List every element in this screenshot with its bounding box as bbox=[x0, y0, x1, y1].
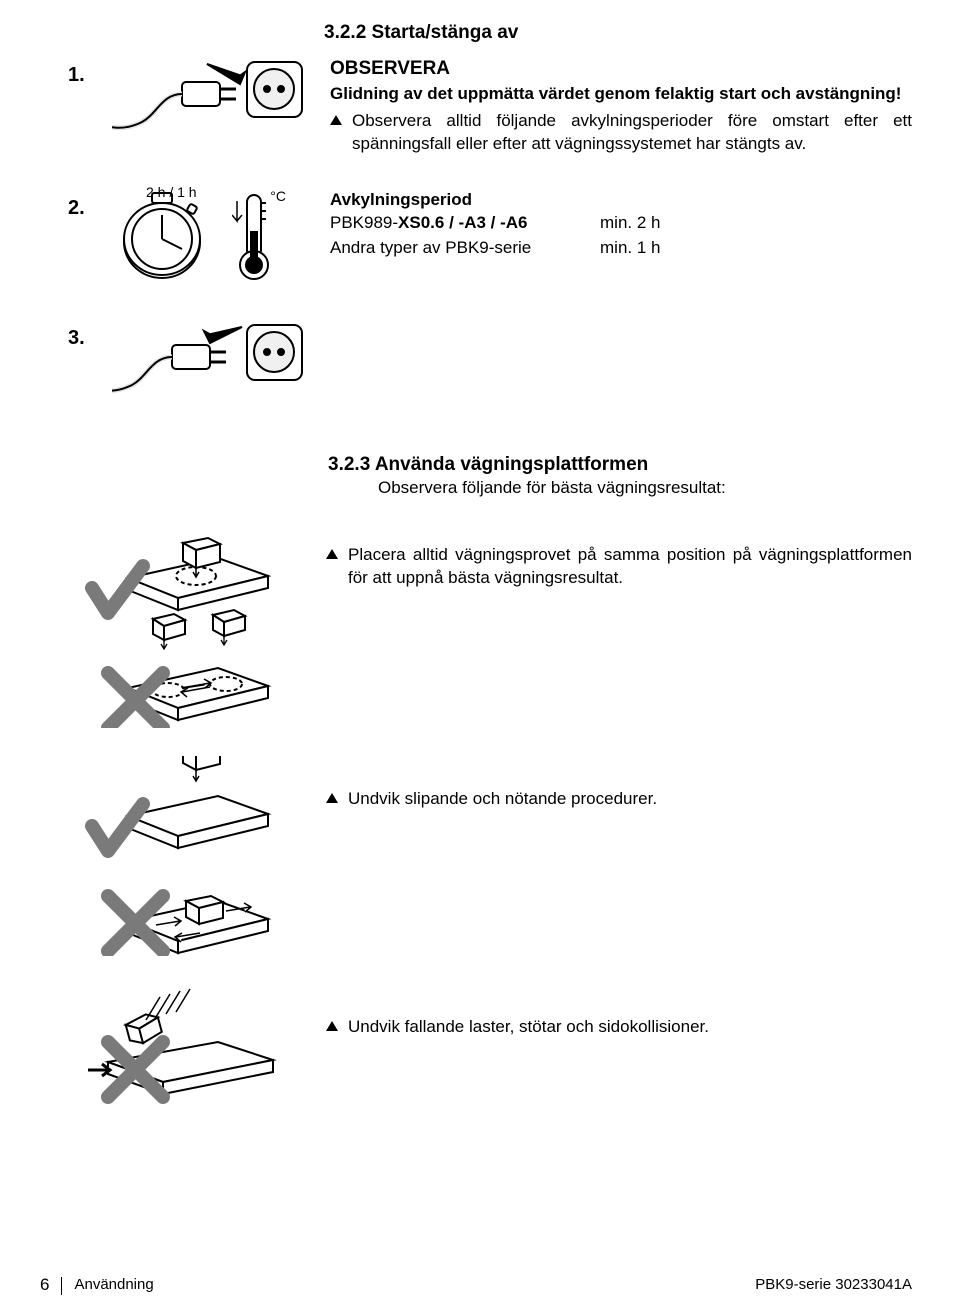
illustration-cooling: 2 h / 1 h °C bbox=[112, 187, 312, 287]
cell: PBK989- bbox=[330, 213, 398, 232]
illustration-plug-in bbox=[112, 54, 312, 159]
cooling-title: Avkylningsperiod bbox=[330, 189, 912, 212]
cell: XS0.6 / -A3 / -A6 bbox=[398, 213, 527, 232]
bullet-text: Placera alltid vägningsprovet på samma p… bbox=[348, 544, 912, 590]
bullet-icon bbox=[326, 793, 338, 803]
observe-label: OBSERVERA bbox=[330, 56, 912, 82]
step-number: 2. bbox=[68, 187, 94, 222]
section-heading: 3.2.2 Starta/stänga av bbox=[324, 20, 912, 46]
step-3: 3. bbox=[68, 317, 912, 422]
cooling-table: PBK989-XS0.6 / -A3 / -A6 min. 2 h Andra … bbox=[330, 212, 912, 260]
time-label: 2 h / 1 h bbox=[146, 183, 197, 202]
bullet-text: Undvik slipande och nötande procedurer. bbox=[348, 788, 912, 811]
warning-text: Glidning av det uppmätta värdet genom fe… bbox=[330, 83, 912, 106]
step-2: 2. 2 h / 1 h bbox=[68, 187, 912, 287]
step-1: 1. O bbox=[68, 54, 912, 159]
bullet-icon bbox=[330, 115, 342, 125]
step-number: 1. bbox=[68, 54, 94, 89]
footer-section: Användning bbox=[74, 1275, 153, 1295]
section-heading: 3.2.3 Använda vägningsplattformen bbox=[328, 452, 912, 478]
celsius-label: °C bbox=[270, 187, 286, 206]
step-number: 3. bbox=[68, 317, 94, 352]
illustration-abrasion bbox=[68, 756, 308, 956]
cell: Andra typer av PBK9-serie bbox=[330, 238, 531, 257]
intro-text: Observera följande för bästa vägningsres… bbox=[378, 477, 912, 500]
section-323: 3.2.3 Använda vägningsplattformen Observ… bbox=[328, 452, 912, 501]
cell: min. 1 h bbox=[600, 237, 690, 260]
bullet-text: Undvik fallande laster, stötar och sidok… bbox=[348, 1016, 912, 1039]
page-footer: 6 Användning PBK9-serie 30233041A bbox=[0, 1274, 960, 1297]
bullet-icon bbox=[326, 549, 338, 559]
footer-right: PBK9-serie 30233041A bbox=[755, 1275, 912, 1295]
illustration-plug-out bbox=[112, 317, 312, 422]
illustration-position bbox=[68, 518, 308, 728]
page-number: 6 bbox=[40, 1274, 49, 1297]
cell: min. 2 h bbox=[600, 212, 690, 235]
illustration-impact bbox=[68, 984, 308, 1104]
bullet-text: Observera alltid följande avkylningsperi… bbox=[352, 110, 912, 156]
bullet-icon bbox=[326, 1021, 338, 1031]
